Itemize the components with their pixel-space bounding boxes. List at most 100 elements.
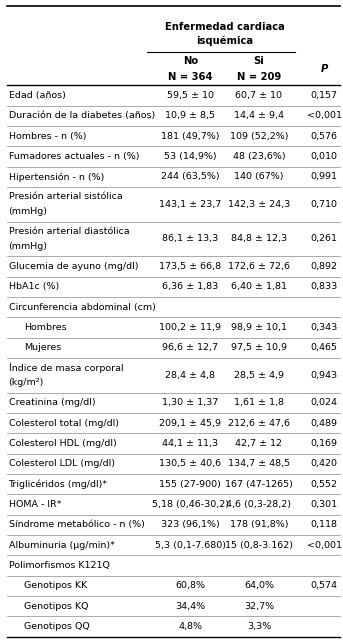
Text: Polimorfismos K121Q: Polimorfismos K121Q xyxy=(9,561,109,570)
Text: 0,892: 0,892 xyxy=(311,262,338,271)
Text: 181 (49,7%): 181 (49,7%) xyxy=(161,132,220,141)
Text: 6,40 ± 1,81: 6,40 ± 1,81 xyxy=(231,282,287,291)
Text: 1,61 ± 1,8: 1,61 ± 1,8 xyxy=(234,398,284,407)
Text: 100,2 ± 11,9: 100,2 ± 11,9 xyxy=(159,323,221,332)
Text: 0,465: 0,465 xyxy=(311,343,338,352)
Text: 0,710: 0,710 xyxy=(311,200,338,209)
Text: 0,261: 0,261 xyxy=(311,234,338,243)
Text: 84,8 ± 12,3: 84,8 ± 12,3 xyxy=(231,234,287,243)
Text: 134,7 ± 48,5: 134,7 ± 48,5 xyxy=(228,460,290,468)
Text: P: P xyxy=(320,63,328,74)
Text: 0,991: 0,991 xyxy=(311,172,338,181)
Text: 53 (14,9%): 53 (14,9%) xyxy=(164,152,217,161)
Text: 155 (27-900): 155 (27-900) xyxy=(159,479,221,489)
Text: Síndrome metabólico - n (%): Síndrome metabólico - n (%) xyxy=(9,520,144,529)
Text: 209,1 ± 45,9: 209,1 ± 45,9 xyxy=(159,419,221,428)
Text: 64,0%: 64,0% xyxy=(244,581,274,591)
Text: Fumadores actuales - n (%): Fumadores actuales - n (%) xyxy=(9,152,139,161)
Text: Duración de la diabetes (años): Duración de la diabetes (años) xyxy=(9,111,155,120)
Text: 0,010: 0,010 xyxy=(311,152,338,161)
Text: 4,8%: 4,8% xyxy=(178,622,202,631)
Text: 0,574: 0,574 xyxy=(311,581,338,591)
Text: Triglicéridos (mg/dl)*: Triglicéridos (mg/dl)* xyxy=(9,479,108,489)
Text: Colesterol LDL (mg/dl): Colesterol LDL (mg/dl) xyxy=(9,460,115,468)
Text: Colesterol total (mg/dl): Colesterol total (mg/dl) xyxy=(9,419,119,428)
Text: <0,001: <0,001 xyxy=(307,111,342,120)
Text: 0,301: 0,301 xyxy=(310,500,338,509)
Text: 140 (67%): 140 (67%) xyxy=(234,172,284,181)
Text: No: No xyxy=(183,56,198,66)
Text: 173,5 ± 66,8: 173,5 ± 66,8 xyxy=(159,262,222,271)
Text: 59,5 ± 10: 59,5 ± 10 xyxy=(167,91,214,100)
Text: 167 (47-1265): 167 (47-1265) xyxy=(225,479,293,489)
Text: 0,489: 0,489 xyxy=(311,419,338,428)
Text: Presión arterial sistólica: Presión arterial sistólica xyxy=(9,192,122,201)
Text: 0,576: 0,576 xyxy=(311,132,338,141)
Text: Si: Si xyxy=(253,56,264,66)
Text: 97,5 ± 10,9: 97,5 ± 10,9 xyxy=(231,343,287,352)
Text: (mmHg): (mmHg) xyxy=(9,242,48,251)
Text: 60,7 ± 10: 60,7 ± 10 xyxy=(235,91,283,100)
Text: HbA1c (%): HbA1c (%) xyxy=(9,282,59,291)
Text: Genotipos KK: Genotipos KK xyxy=(24,581,87,591)
Text: 0,420: 0,420 xyxy=(311,460,338,468)
Text: 98,9 ± 10,1: 98,9 ± 10,1 xyxy=(231,323,287,332)
Text: <0,001: <0,001 xyxy=(307,541,342,550)
Text: (kg/m²): (kg/m²) xyxy=(9,378,44,387)
Text: 34,4%: 34,4% xyxy=(175,602,205,611)
Text: 0,118: 0,118 xyxy=(311,520,338,529)
Text: 15 (0,8-3.162): 15 (0,8-3.162) xyxy=(225,541,293,550)
Text: Hombres: Hombres xyxy=(24,323,67,332)
Text: 178 (91,8%): 178 (91,8%) xyxy=(230,520,288,529)
Text: Albuminuria (µg/min)*: Albuminuria (µg/min)* xyxy=(9,541,115,550)
Text: 0,343: 0,343 xyxy=(310,323,338,332)
Text: 172,6 ± 72,6: 172,6 ± 72,6 xyxy=(228,262,290,271)
Text: 1,30 ± 1,37: 1,30 ± 1,37 xyxy=(162,398,218,407)
Text: 0,169: 0,169 xyxy=(311,439,338,448)
Text: Mujeres: Mujeres xyxy=(24,343,61,352)
Text: 28,4 ± 4,8: 28,4 ± 4,8 xyxy=(165,371,215,380)
Text: 10,9 ± 8,5: 10,9 ± 8,5 xyxy=(165,111,215,120)
Text: 48 (23,6%): 48 (23,6%) xyxy=(233,152,285,161)
Text: 14,4 ± 9,4: 14,4 ± 9,4 xyxy=(234,111,284,120)
Text: 0,552: 0,552 xyxy=(311,479,338,489)
Text: N = 209: N = 209 xyxy=(237,72,281,81)
Text: 0,157: 0,157 xyxy=(311,91,338,100)
Text: 244 (63,5%): 244 (63,5%) xyxy=(161,172,220,181)
Text: 130,5 ± 40,6: 130,5 ± 40,6 xyxy=(159,460,222,468)
Text: Hipertensión - n (%): Hipertensión - n (%) xyxy=(9,172,104,182)
Text: Hombres - n (%): Hombres - n (%) xyxy=(9,132,86,141)
Text: 5,3 (0,1-7.680): 5,3 (0,1-7.680) xyxy=(155,541,226,550)
Text: 3,3%: 3,3% xyxy=(247,622,271,631)
Text: 212,6 ± 47,6: 212,6 ± 47,6 xyxy=(228,419,290,428)
Text: 142,3 ± 24,3: 142,3 ± 24,3 xyxy=(228,200,290,209)
Text: Edad (años): Edad (años) xyxy=(9,91,66,100)
Text: Glucemia de ayuno (mg/dl): Glucemia de ayuno (mg/dl) xyxy=(9,262,138,271)
Text: 28,5 ± 4,9: 28,5 ± 4,9 xyxy=(234,371,284,380)
Text: HOMA - IR*: HOMA - IR* xyxy=(9,500,61,509)
Text: Creatinina (mg/dl): Creatinina (mg/dl) xyxy=(9,398,95,407)
Text: 143,1 ± 23,7: 143,1 ± 23,7 xyxy=(159,200,222,209)
Text: 5,18 (0,46-30,2): 5,18 (0,46-30,2) xyxy=(152,500,229,509)
Text: 42,7 ± 12: 42,7 ± 12 xyxy=(235,439,283,448)
Text: 60,8%: 60,8% xyxy=(175,581,205,591)
Text: 323 (96,1%): 323 (96,1%) xyxy=(161,520,220,529)
Text: Enfermedad cardiaca
isquémica: Enfermedad cardiaca isquémica xyxy=(165,22,285,45)
Text: (mmHg): (mmHg) xyxy=(9,207,48,216)
Text: 0,943: 0,943 xyxy=(310,371,338,380)
Text: Genotipos QQ: Genotipos QQ xyxy=(24,622,90,631)
Text: 0,024: 0,024 xyxy=(311,398,338,407)
Text: 0,833: 0,833 xyxy=(310,282,338,291)
Text: 32,7%: 32,7% xyxy=(244,602,274,611)
Text: Colesterol HDL (mg/dl): Colesterol HDL (mg/dl) xyxy=(9,439,116,448)
Text: Presión arterial diastólica: Presión arterial diastólica xyxy=(9,227,129,236)
Text: 44,1 ± 11,3: 44,1 ± 11,3 xyxy=(162,439,218,448)
Text: 6,36 ± 1,83: 6,36 ± 1,83 xyxy=(162,282,218,291)
Text: 96,6 ± 12,7: 96,6 ± 12,7 xyxy=(162,343,218,352)
Text: Circunferencia abdominal (cm): Circunferencia abdominal (cm) xyxy=(9,303,155,312)
Text: Genotipos KQ: Genotipos KQ xyxy=(24,602,88,611)
Text: N = 364: N = 364 xyxy=(168,72,213,81)
Text: 86,1 ± 13,3: 86,1 ± 13,3 xyxy=(162,234,218,243)
Text: 4,6 (0,3-28,2): 4,6 (0,3-28,2) xyxy=(226,500,292,509)
Text: 109 (52,2%): 109 (52,2%) xyxy=(230,132,288,141)
